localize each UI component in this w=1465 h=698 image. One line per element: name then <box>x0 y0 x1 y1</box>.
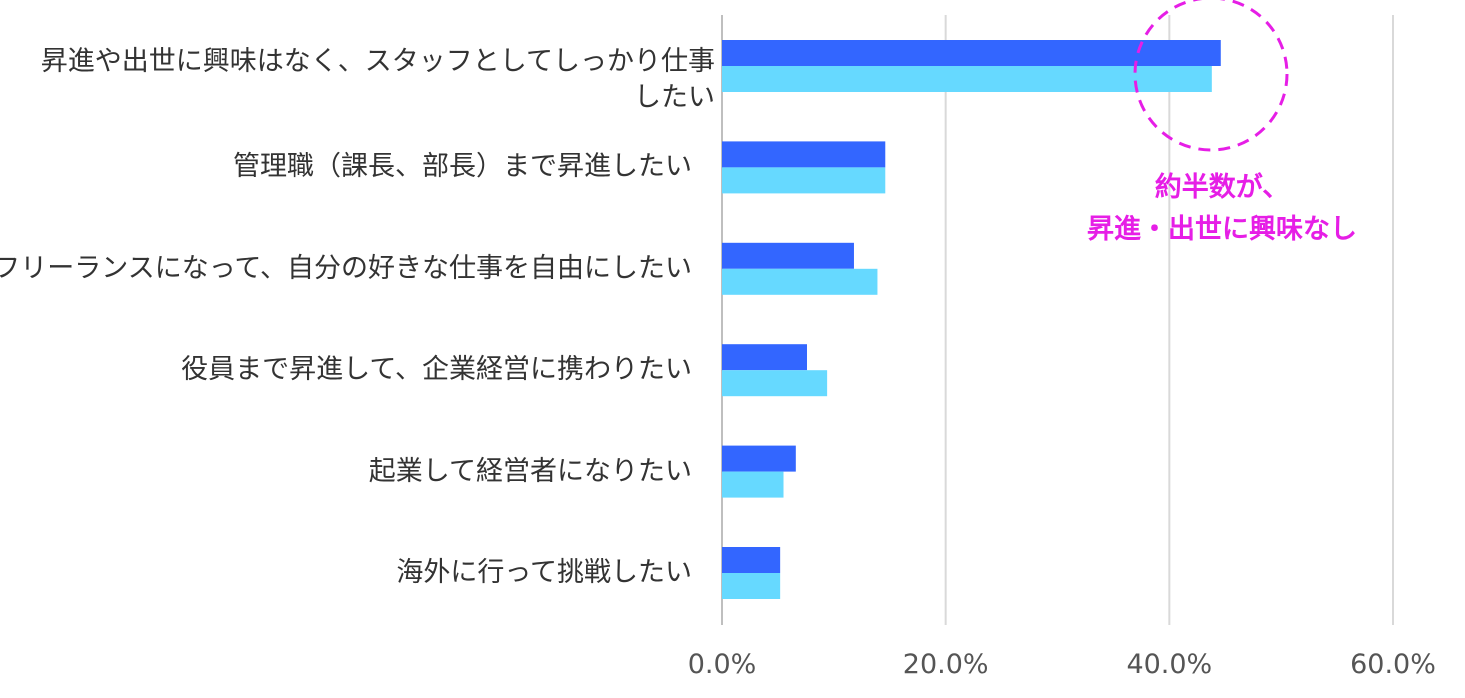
category-label: 起業して経営者になりたい <box>368 455 692 487</box>
bar <box>722 573 781 599</box>
x-tick-label: 40.0% <box>1126 649 1212 680</box>
bar <box>722 445 796 472</box>
bar <box>722 547 781 573</box>
category-label: 昇進や出世に興味はなく、スタッフとしてしっかり仕事したい <box>40 46 715 113</box>
bar <box>722 370 828 397</box>
bar <box>722 242 854 269</box>
bar <box>722 66 1212 92</box>
highlight-circle <box>1133 0 1289 152</box>
bar <box>722 167 886 194</box>
annotation: 昇進・出世に興味なし <box>1087 214 1357 245</box>
bar <box>722 344 807 371</box>
x-tick-label: 0.0% <box>688 649 757 680</box>
category-label: 海外に行って挑戦したい <box>396 557 692 588</box>
category-label: 管理職（課長、部長）まで昇進したい <box>233 151 692 183</box>
x-tick-label: 60.0% <box>1350 649 1436 680</box>
bar <box>722 268 878 295</box>
bar <box>722 40 1221 66</box>
bar <box>722 141 886 168</box>
category-label: 役員まで昇進して、企業経営に携わりたい <box>181 354 692 386</box>
bar <box>722 471 784 498</box>
category-label: フリーランスになって、自分の好きな仕事を自由にしたい <box>0 252 692 284</box>
annotation: 約半数が、 <box>1155 171 1289 203</box>
x-tick-label: 20.0% <box>903 649 989 680</box>
